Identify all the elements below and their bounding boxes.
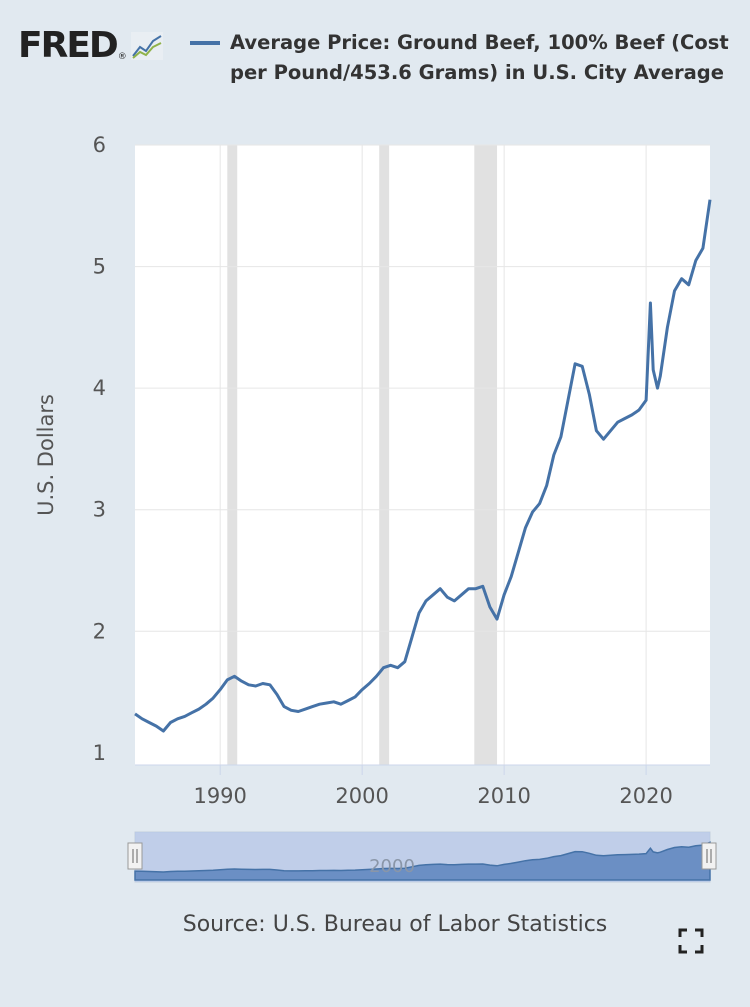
y-axis-label: U.S. Dollars xyxy=(34,394,58,516)
y-tick-label-1: 1 xyxy=(93,741,106,765)
line-graph-icon xyxy=(130,32,163,60)
chart: 1 2 3 4 5 6 1990 2000 2010 2020 U.S. Dollars 200… xyxy=(34,133,717,883)
y-tick-label-5: 5 xyxy=(93,255,106,279)
registered-mark: ® xyxy=(117,52,127,62)
y-tick-label-6: 6 xyxy=(93,133,106,157)
expand-icon[interactable] xyxy=(678,928,704,954)
recession-band-1 xyxy=(379,145,390,765)
gridlines xyxy=(135,144,710,765)
recession-band-2 xyxy=(474,145,498,765)
recession-band-0 xyxy=(227,145,238,765)
navigator-right-handle[interactable] xyxy=(701,842,717,870)
y-tick-label-4: 4 xyxy=(93,376,106,400)
x-tick-label-2010: 2010 xyxy=(477,784,530,808)
y-tick-label-2: 2 xyxy=(93,619,106,643)
y-tick-label-3: 3 xyxy=(93,498,106,522)
x-axis-ticks: 1990 2000 2010 2020 xyxy=(193,765,673,808)
navigator-label: 2000 xyxy=(369,856,415,877)
source-text: Source: U.S. Bureau of Labor Statistics xyxy=(182,912,608,937)
x-tick-label-2000: 2000 xyxy=(335,784,388,808)
navigator[interactable]: 2000 xyxy=(127,831,717,883)
logo-text: FRED xyxy=(18,25,119,66)
plot-area xyxy=(135,145,710,765)
chart-title: Average Price: Ground Beef, 100% Beef (C… xyxy=(230,31,729,84)
y-axis-ticks: 1 2 3 4 5 6 xyxy=(93,133,106,765)
legend-swatch xyxy=(190,41,220,45)
navigator-series-area xyxy=(134,841,711,881)
series-line xyxy=(134,199,712,733)
x-tick-label-1990: 1990 xyxy=(193,784,246,808)
navigator-left-handle[interactable] xyxy=(127,842,143,870)
fred-logo[interactable]: FRED ® xyxy=(18,26,163,66)
x-tick-label-2020: 2020 xyxy=(619,784,672,808)
